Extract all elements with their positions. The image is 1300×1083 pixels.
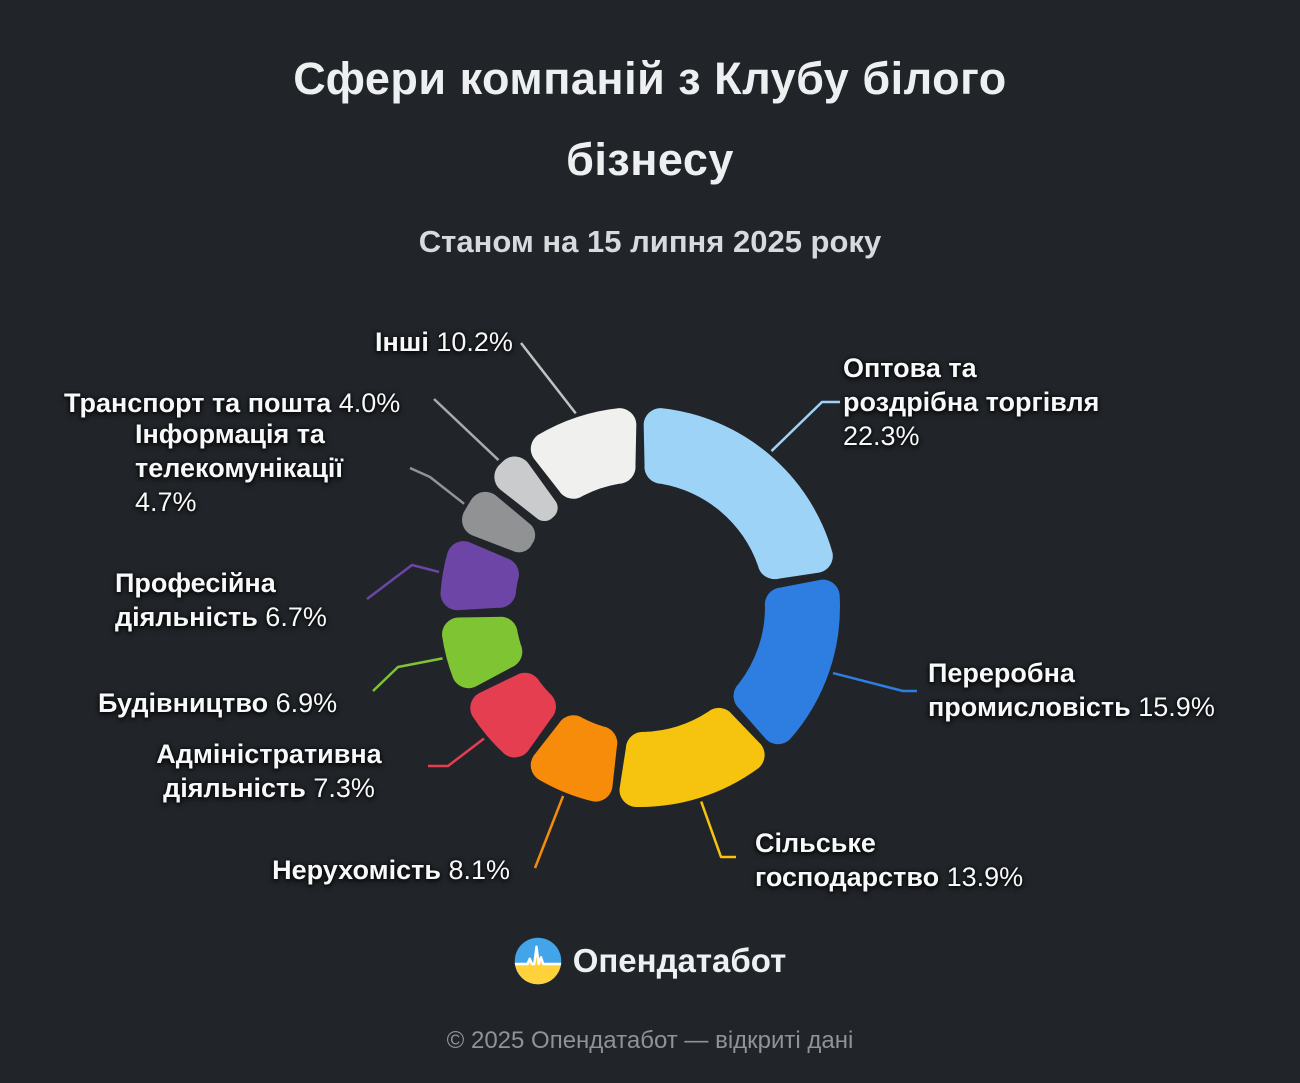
chart-title-line1: Сфери компаній з Клубу білого [293, 53, 1007, 104]
slice-label-budivnytstvo: Будівництво 6.9% [98, 686, 418, 720]
slice-label-profesiina: Професійна діяльність 6.7% [115, 566, 385, 634]
slice-label-line: Оптова та [843, 353, 977, 383]
slice-label-line: телекомунікації [135, 453, 344, 483]
slice-label-line: Нерухомість 8.1% [272, 855, 510, 885]
slice-percent: 13.9% [946, 862, 1024, 892]
leader-line-profesiina [366, 563, 440, 600]
slice-label-admin: Адміністративна діяльність 7.3% [118, 737, 420, 805]
chart-subtitle: Станом на 15 липня 2025 року [418, 224, 882, 259]
copyright: © 2025 Опендатабот — відкриті дані [446, 1027, 854, 1054]
slice-percent: 15.9% [1138, 692, 1215, 722]
leader-line-pererobna [832, 671, 917, 693]
slice-label-line: діяльність 7.3% [163, 773, 375, 803]
logo: Опендатабот [0, 937, 1300, 985]
logo-icon [514, 937, 561, 985]
slice-label-line: 22.3% [843, 419, 1183, 453]
donut-slice-informatsiia[interactable] [462, 491, 536, 553]
slice-label-line: господарство 13.9% [755, 862, 1024, 892]
slice-label-line: роздрібна торгівля [843, 387, 1100, 417]
chart-title-line2: бізнесу [566, 134, 734, 185]
leader-line-informatsiia [409, 466, 465, 505]
donut-slice-profesiina[interactable] [440, 541, 519, 611]
donut-slice-admin[interactable] [470, 672, 556, 758]
leader-line-admin [428, 737, 485, 768]
slice-label-line: Інші 10.2% [375, 327, 513, 357]
donut-slice-transport[interactable] [494, 456, 558, 522]
leader-line-silske [700, 801, 736, 859]
slice-label-line: промисловість 15.9% [928, 692, 1215, 722]
slice-percent: 6.9% [275, 688, 338, 718]
slice-label-transport: Транспорт та пошта 4.0% [64, 386, 454, 420]
donut-slice-budivnytstvo[interactable] [442, 616, 523, 689]
leader-line-inshi [520, 342, 577, 415]
logo-text: Опендатабот [572, 942, 787, 979]
slice-label-optova: Оптова та роздрібна торгівля 22.3% [843, 351, 1183, 453]
chart-title: Сфери компаній з Клубу білого бізнесу [0, 38, 1300, 200]
leader-line-neruhomist [533, 795, 565, 869]
slice-percent: 4.0% [338, 388, 401, 418]
slice-percent: 10.2% [436, 327, 513, 357]
slice-label-informatsiia: Інформація та телекомунікації 4.7% [135, 417, 425, 519]
slice-percent: 4.7% [135, 487, 197, 517]
leader-line-budivnytstvo [372, 657, 443, 692]
slice-percent: 6.7% [265, 602, 327, 632]
slice-label-line: 4.7% [135, 485, 425, 519]
donut-slice-optova[interactable] [643, 408, 833, 580]
slice-label-line: Будівництво 6.9% [98, 688, 338, 718]
slice-label-line: Інформація та [135, 419, 325, 449]
donut-slice-neruhomist[interactable] [530, 715, 618, 802]
slice-label-line: Транспорт та пошта 4.0% [64, 388, 401, 418]
slice-label-line: Сільське [755, 828, 876, 858]
slice-percent: 8.1% [448, 855, 510, 885]
leader-line-transport [433, 398, 500, 461]
donut-slice-pererobna[interactable] [733, 579, 840, 745]
slice-label-inshi: Інші 10.2% [375, 325, 605, 359]
donut-slice-silske[interactable] [619, 707, 765, 808]
slice-label-pererobna: Переробна промисловість 15.9% [928, 656, 1268, 724]
slice-label-silske: Сільське господарство 13.9% [755, 826, 1085, 894]
leader-line-optova [770, 400, 840, 452]
slice-label-neruhomist: Нерухомість 8.1% [130, 853, 510, 887]
slice-label-line: Професійна [115, 568, 276, 598]
slice-label-line: діяльність 6.7% [115, 602, 327, 632]
slice-label-line: Адміністративна [156, 739, 382, 769]
donut-slice-inshi[interactable] [530, 408, 637, 499]
slice-percent: 22.3% [843, 421, 920, 451]
slice-percent: 7.3% [313, 773, 375, 803]
slice-label-line: Переробна [928, 658, 1075, 688]
